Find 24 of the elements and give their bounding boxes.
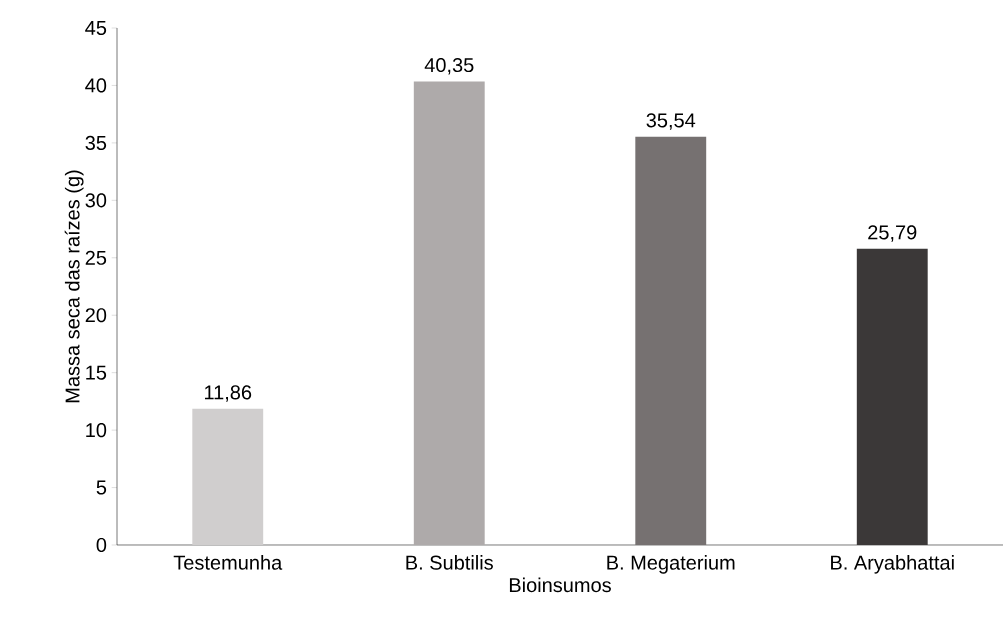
y-tick-label: 10	[86, 423, 107, 438]
bar	[192, 408, 264, 545]
y-axis-title: Massa seca das raízes (g)	[64, 170, 84, 403]
y-tick-label: 0	[96, 537, 107, 553]
x-tick-label: B. Subtilis	[406, 555, 493, 570]
y-tick-label: 15	[86, 365, 107, 380]
data-label: 25,79	[868, 225, 917, 242]
data-label: 11,86	[205, 385, 252, 402]
x-axis-title: Bioinsumos	[509, 577, 611, 593]
y-tick-label: 40	[85, 78, 107, 93]
x-tick-label: B. Aryabhattai	[831, 555, 954, 574]
x-tick-label: B. Megaterium	[607, 555, 735, 574]
data-label: 40,35	[424, 57, 474, 75]
x-tick-label: Testemunha	[173, 555, 283, 570]
y-tick-label: 25	[85, 250, 107, 265]
y-tick-label: 45	[85, 21, 107, 35]
data-label: 35,54	[646, 113, 696, 130]
y-tick-label: 30	[85, 193, 107, 208]
y-tick-label: 35	[85, 135, 107, 150]
bar	[413, 81, 485, 545]
y-tick-label: 5	[96, 480, 107, 495]
bar	[635, 136, 707, 545]
bar	[856, 248, 928, 545]
y-tick-label: 20	[85, 308, 107, 323]
